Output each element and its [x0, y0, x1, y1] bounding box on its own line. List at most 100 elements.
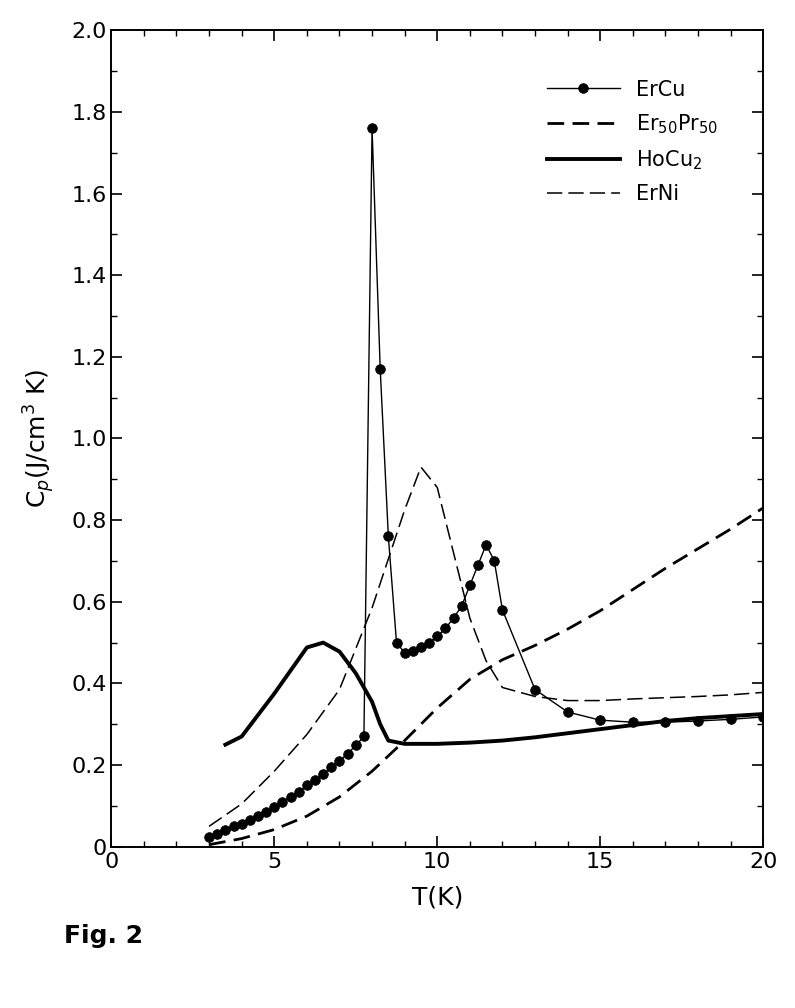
- ErCu: [335, 755, 344, 767]
- ErCu: [457, 600, 467, 612]
- ErNi: [465, 612, 475, 624]
- ErCu: [237, 818, 246, 831]
- ErCu: [392, 637, 401, 649]
- ErNi: [204, 821, 214, 833]
- ErCu: [270, 800, 279, 812]
- HoCu$_2$: [220, 739, 231, 751]
- ErNi: [432, 482, 442, 494]
- Er$_{50}$Pr$_{50}$: [400, 735, 409, 747]
- ErCu: [245, 814, 254, 827]
- HoCu$_2$: [530, 731, 540, 743]
- ErCu: [448, 612, 458, 624]
- HoCu$_2$: [351, 667, 360, 679]
- Er$_{50}$Pr$_{50}$: [335, 791, 344, 803]
- ErNi: [563, 695, 572, 707]
- ErCu: [286, 791, 296, 803]
- ErCu: [375, 363, 385, 375]
- HoCu$_2$: [416, 738, 425, 750]
- Line: Er$_{50}$Pr$_{50}$: Er$_{50}$Pr$_{50}$: [209, 508, 763, 845]
- ErCu: [425, 637, 434, 649]
- ErCu: [628, 716, 638, 728]
- ErCu: [416, 641, 425, 653]
- Er$_{50}$Pr$_{50}$: [661, 562, 670, 575]
- Er$_{50}$Pr$_{50}$: [302, 810, 312, 823]
- HoCu$_2$: [726, 710, 735, 722]
- ErCu: [726, 714, 735, 726]
- Er$_{50}$Pr$_{50}$: [628, 584, 638, 596]
- HoCu$_2$: [465, 737, 475, 749]
- ErCu: [383, 530, 393, 542]
- ErNi: [237, 797, 246, 809]
- ErCu: [294, 785, 304, 797]
- ErCu: [473, 559, 483, 572]
- ErNi: [481, 655, 491, 667]
- Er$_{50}$Pr$_{50}$: [530, 639, 540, 651]
- ErNi: [595, 695, 605, 707]
- ErCu: [351, 740, 360, 752]
- ErCu: [490, 554, 499, 566]
- ErNi: [726, 688, 735, 701]
- HoCu$_2$: [270, 687, 279, 700]
- ErNi: [270, 765, 279, 777]
- ErNi: [530, 690, 540, 703]
- HoCu$_2$: [758, 708, 768, 720]
- Er$_{50}$Pr$_{50}$: [270, 824, 279, 836]
- HoCu$_2$: [563, 727, 572, 739]
- Line: ErNi: ErNi: [209, 467, 763, 827]
- Er$_{50}$Pr$_{50}$: [563, 623, 572, 635]
- ErCu: [530, 683, 540, 696]
- ErCu: [563, 706, 572, 718]
- ErCu: [212, 829, 222, 841]
- ErCu: [595, 714, 605, 726]
- Er$_{50}$Pr$_{50}$: [204, 839, 214, 851]
- ErCu: [400, 647, 409, 659]
- ErCu: [302, 779, 312, 791]
- HoCu$_2$: [498, 735, 507, 747]
- ErNi: [661, 691, 670, 704]
- ErNi: [628, 692, 638, 705]
- ErNi: [758, 686, 768, 699]
- HoCu$_2$: [400, 738, 409, 750]
- Line: HoCu$_2$: HoCu$_2$: [226, 643, 763, 745]
- ErCu: [277, 795, 287, 807]
- ErCu: [481, 538, 491, 550]
- HoCu$_2$: [693, 712, 703, 724]
- ErCu: [465, 580, 475, 592]
- ErNi: [335, 683, 344, 696]
- Er$_{50}$Pr$_{50}$: [498, 654, 507, 666]
- ErCu: [758, 711, 768, 723]
- ErNi: [498, 681, 507, 694]
- HoCu$_2$: [595, 723, 605, 735]
- Er$_{50}$Pr$_{50}$: [758, 502, 768, 514]
- Er$_{50}$Pr$_{50}$: [432, 702, 442, 714]
- ErCu: [367, 122, 377, 134]
- Y-axis label: C$_p$(J/cm$^3$ K): C$_p$(J/cm$^3$ K): [21, 369, 57, 508]
- HoCu$_2$: [318, 637, 328, 649]
- ErCu: [343, 748, 352, 760]
- ErCu: [661, 716, 670, 728]
- HoCu$_2$: [237, 731, 246, 743]
- X-axis label: T(K): T(K): [412, 885, 463, 909]
- Text: Fig. 2: Fig. 2: [64, 923, 142, 948]
- ErCu: [327, 761, 336, 773]
- ErNi: [400, 504, 409, 516]
- ErNi: [448, 546, 458, 558]
- ErCu: [220, 825, 231, 837]
- ErNi: [416, 461, 425, 473]
- ErCu: [359, 731, 369, 743]
- HoCu$_2$: [383, 735, 393, 747]
- ErNi: [302, 729, 312, 741]
- ErCu: [310, 774, 320, 786]
- Er$_{50}$Pr$_{50}$: [367, 765, 377, 777]
- HoCu$_2$: [375, 718, 385, 730]
- Legend: ErCu, Er$_{50}$Pr$_{50}$, HoCu$_2$, ErNi: ErCu, Er$_{50}$Pr$_{50}$, HoCu$_2$, ErNi: [538, 72, 727, 213]
- ErCu: [693, 715, 703, 727]
- ErCu: [262, 806, 271, 818]
- ErCu: [204, 831, 214, 843]
- ErCu: [432, 630, 442, 642]
- HoCu$_2$: [661, 715, 670, 727]
- HoCu$_2$: [335, 645, 344, 657]
- HoCu$_2$: [628, 719, 638, 731]
- ErCu: [253, 810, 262, 823]
- ErCu: [408, 645, 417, 657]
